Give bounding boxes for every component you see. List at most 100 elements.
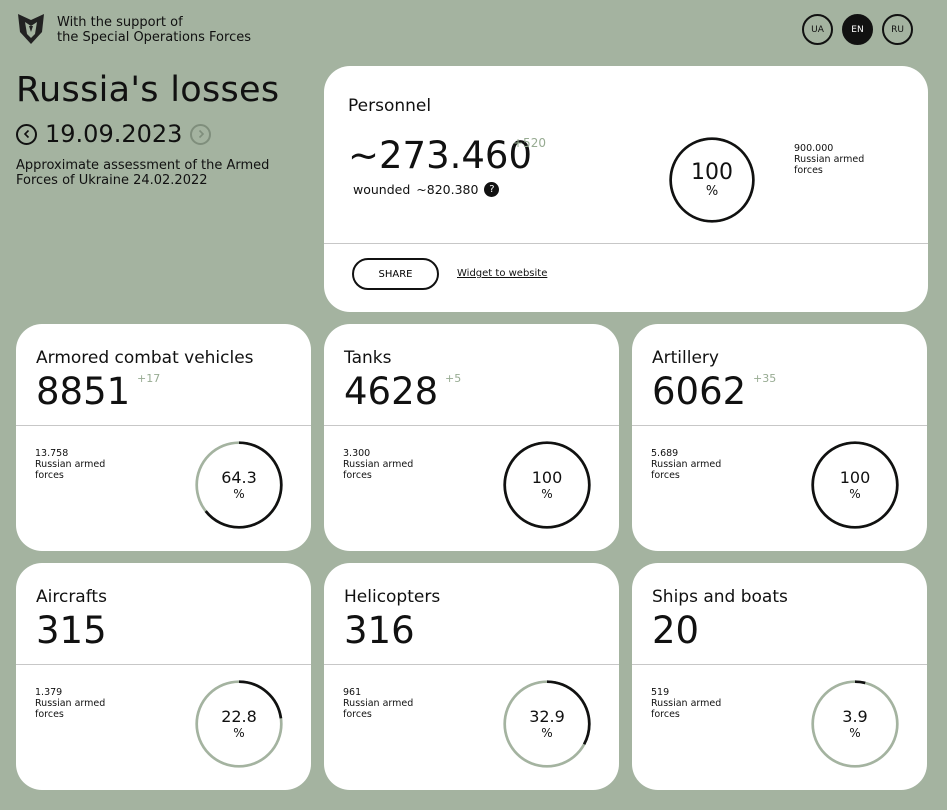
ships-and-boats-value: 20: [652, 609, 700, 652]
previous-date-button[interactable]: [16, 123, 37, 145]
aircrafts-progress-ring: [195, 680, 283, 768]
personnel-total-label-2: forces: [794, 165, 823, 176]
tanks-progress-ring: [503, 441, 591, 529]
aircrafts-total-value: 1.379: [35, 687, 63, 698]
ships-and-boats-ring-fill: [811, 680, 899, 768]
armored-combat-vehicles-label: Armored combat vehicles: [36, 348, 254, 368]
personnel-divider: [324, 243, 928, 244]
artillery-percent-value: 100: [839, 468, 871, 487]
helicopters-card: Helicopters 316 961 Russian armed forces 32.9…: [324, 563, 619, 790]
armored-combat-vehicles-total-value: 13.758: [35, 448, 69, 459]
artillery-label: Artillery: [652, 348, 719, 368]
artillery-card: Artillery 6062 +35 5.689 Russian armed forces…: [632, 324, 927, 551]
share-button[interactable]: SHARE: [352, 258, 439, 290]
ships-and-boats-percent: 3.9%: [810, 679, 900, 769]
chevron-left-icon: [23, 129, 29, 139]
artillery-total-value: 5.689: [651, 448, 679, 459]
lang-en-button[interactable]: EN: [842, 14, 873, 45]
aircrafts-total-label-2: forces: [35, 709, 64, 720]
helicopters-divider: [324, 664, 619, 665]
helicopters-ring-fill: [503, 680, 591, 768]
sof-logo-icon[interactable]: [16, 12, 46, 46]
helicopters-label: Helicopters: [344, 587, 441, 607]
helicopters-total-value: 961: [343, 687, 362, 698]
armored-combat-vehicles-percent-value: 64.3: [221, 468, 257, 487]
language-switcher: UA EN RU: [802, 14, 913, 45]
aircrafts-percent-value: 22.8: [221, 707, 257, 726]
aircrafts-card: Aircrafts 315 1.379 Russian armed forces 22.8…: [16, 563, 311, 790]
tanks-ring-fill: [503, 441, 591, 529]
wounded-value: ~820.380: [416, 182, 479, 197]
artillery-value: 6062: [652, 370, 747, 413]
helicopters-percent: 32.9%: [502, 679, 592, 769]
aircrafts-percent: 22.8%: [194, 679, 284, 769]
artillery-percent-sign: %: [849, 487, 861, 501]
aircrafts-total: 1.379 Russian armed forces: [35, 687, 145, 720]
tanks-value: 4628: [344, 370, 439, 413]
armored-combat-vehicles-total-label-1: Russian armed: [35, 459, 106, 470]
armored-combat-vehicles-total-label-2: forces: [35, 470, 64, 481]
lang-ru-button[interactable]: RU: [882, 14, 913, 45]
armored-combat-vehicles-delta: +17: [137, 372, 161, 385]
ships-and-boats-progress-ring: [811, 680, 899, 768]
personnel-total-label-1: Russian armed: [794, 154, 865, 165]
helicopters-total-label-1: Russian armed: [343, 698, 414, 709]
armored-combat-vehicles-divider: [16, 425, 311, 426]
tanks-delta: +5: [445, 372, 462, 385]
date-navigator: 19.09.2023: [16, 120, 212, 148]
tanks-divider: [324, 425, 619, 426]
tanks-total-value: 3.300: [343, 448, 371, 459]
aircrafts-total-label-1: Russian armed: [35, 698, 106, 709]
aircrafts-label: Aircrafts: [36, 587, 107, 607]
armored-combat-vehicles-card: Armored combat vehicles 8851 +17 13.758 Russ…: [16, 324, 311, 551]
artillery-total: 5.689 Russian armed forces: [651, 448, 761, 481]
personnel-total-value: 900.000: [794, 143, 834, 154]
armored-combat-vehicles-progress-ring: [195, 441, 283, 529]
personnel-value: ~273.460: [348, 134, 533, 177]
chevron-right-icon: [198, 129, 205, 139]
helicopters-percent-value: 32.9: [529, 707, 565, 726]
personnel-progress-ring: [669, 137, 755, 223]
page-title: Russia's losses: [16, 70, 280, 110]
armored-combat-vehicles-ring-fill: [195, 441, 283, 529]
aircrafts-ring-fill: [195, 680, 283, 768]
ships-and-boats-total-label-1: Russian armed: [651, 698, 722, 709]
tanks-total-label-1: Russian armed: [343, 459, 414, 470]
ships-and-boats-total-label-2: forces: [651, 709, 680, 720]
helicopters-percent-sign: %: [541, 726, 553, 740]
lang-ua-button[interactable]: UA: [802, 14, 833, 45]
current-date: 19.09.2023: [45, 120, 183, 148]
support-line-1: With the support of: [57, 15, 183, 30]
artillery-progress-ring: [811, 441, 899, 529]
ships-and-boats-total-value: 519: [651, 687, 670, 698]
helicopters-progress-ring: [503, 680, 591, 768]
personnel-percent-sign: %: [705, 184, 719, 199]
question-icon[interactable]: ?: [484, 182, 500, 197]
personnel-percent-value: 100: [691, 160, 733, 185]
artillery-percent: 100%: [810, 440, 900, 530]
helicopters-total: 961 Russian armed forces: [343, 687, 453, 720]
personnel-label: Personnel: [348, 96, 432, 116]
tanks-card: Tanks 4628 +5 3.300 Russian armed forces 100%: [324, 324, 619, 551]
tanks-percent: 100%: [502, 440, 592, 530]
support-text: With the support of the Special Operatio…: [57, 15, 251, 45]
tanks-percent-value: 100: [531, 468, 563, 487]
helicopters-total-label-2: forces: [343, 709, 372, 720]
tanks-label: Tanks: [344, 348, 392, 368]
ships-and-boats-percent-value: 3.9: [842, 707, 868, 726]
aircrafts-percent-sign: %: [233, 726, 245, 740]
tanks-total-label-2: forces: [343, 470, 372, 481]
armored-combat-vehicles-total: 13.758 Russian armed forces: [35, 448, 145, 481]
artillery-divider: [632, 425, 927, 426]
next-date-button[interactable]: [190, 123, 212, 145]
personnel-ring-fill: [669, 137, 755, 223]
personnel-total: 900.000 Russian armed forces: [794, 143, 904, 176]
armored-combat-vehicles-percent: 64.3%: [194, 440, 284, 530]
artillery-total-label-2: forces: [651, 470, 680, 481]
armored-combat-vehicles-value: 8851: [36, 370, 131, 413]
helicopters-value: 316: [344, 609, 415, 652]
tanks-percent-sign: %: [541, 487, 553, 501]
wounded-row: wounded ~820.380 ?: [353, 182, 500, 197]
personnel-card: Personnel ~273.460 +520 wounded ~820.380…: [324, 66, 928, 312]
widget-to-website-link[interactable]: Widget to website: [457, 268, 548, 279]
